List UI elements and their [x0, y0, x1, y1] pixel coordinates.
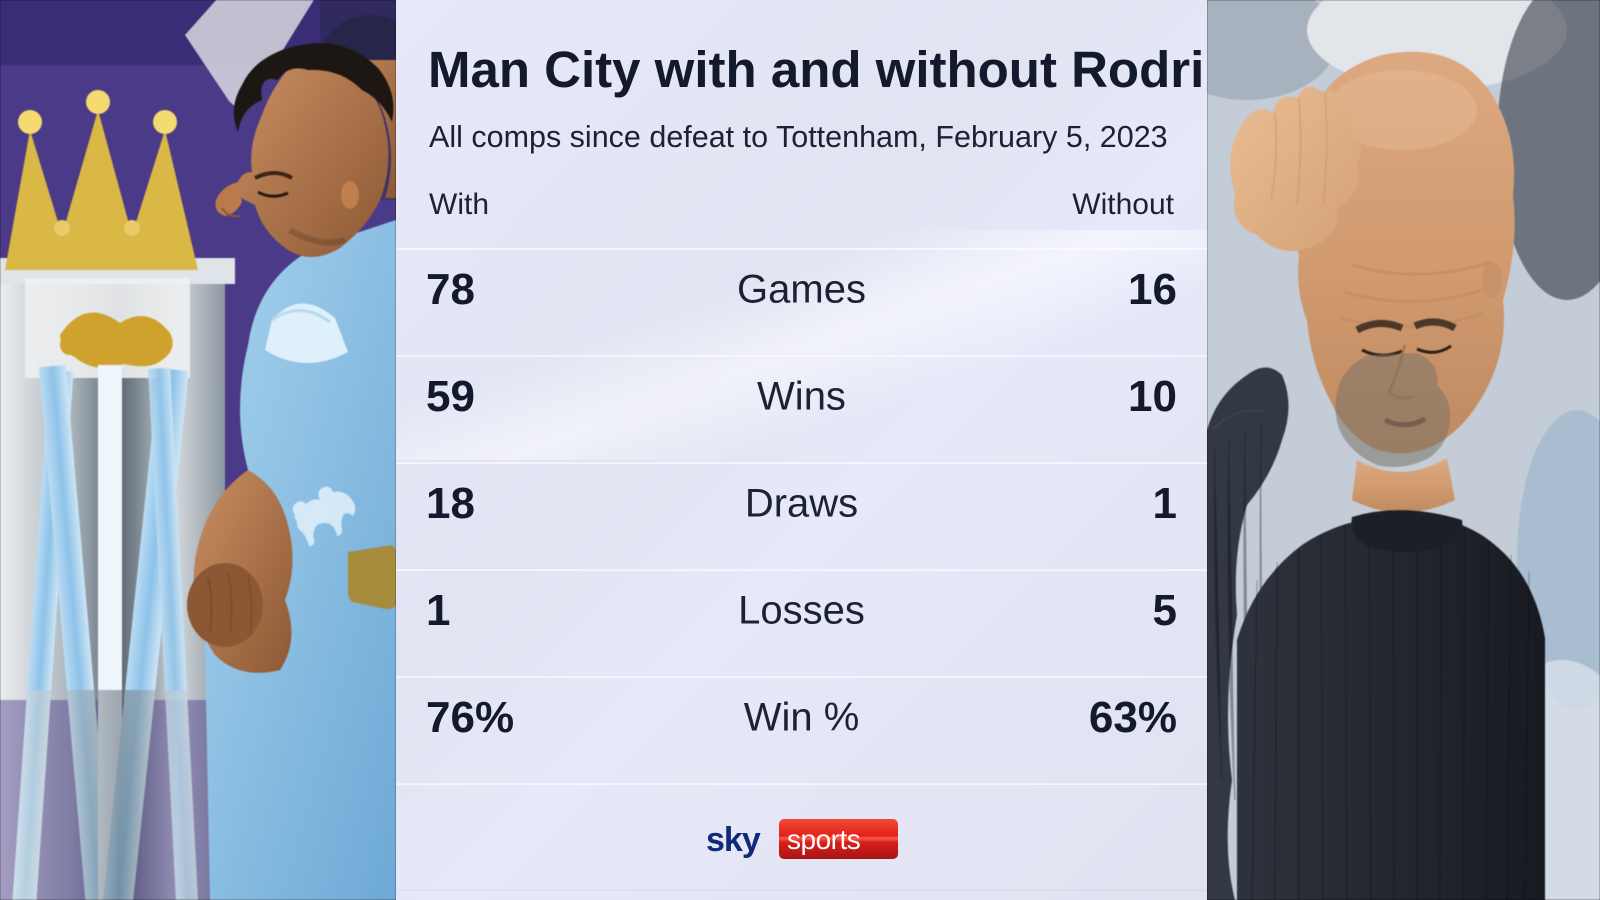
svg-text:sky: sky [706, 821, 761, 859]
svg-text:sports: sports [787, 824, 860, 855]
